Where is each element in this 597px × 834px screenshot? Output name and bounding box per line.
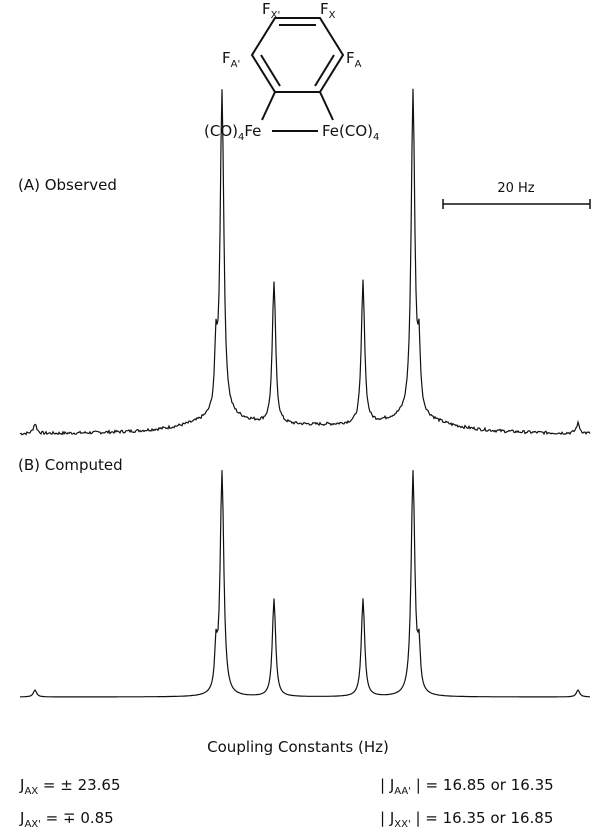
t: 4 [238, 132, 244, 143]
t: 4 [373, 132, 379, 143]
fe-label: Fe(CO)4 [322, 122, 379, 143]
t: J [19, 776, 24, 794]
spectrum-computed [20, 470, 591, 698]
spectrum-label: (A) Observed [18, 176, 117, 194]
t: | = 16.35 or 16.85 [411, 809, 554, 827]
t: X [329, 10, 336, 21]
constant: | JXX' | = 16.35 or 16.85 [380, 809, 553, 830]
scale-label: 20 Hz [497, 181, 534, 196]
double-bond [260, 54, 281, 87]
t: Fe(CO) [322, 122, 373, 140]
structure [250, 17, 345, 132]
t: AX [24, 786, 38, 797]
t: F [320, 0, 329, 18]
t: F [262, 0, 271, 18]
bond [319, 91, 334, 121]
constant: JAX = ± 23.65 [19, 776, 121, 797]
t: | J [380, 809, 394, 827]
f-label: FA [346, 49, 362, 70]
constant: | JAA' | = 16.85 or 16.35 [380, 776, 554, 797]
t: | = 16.85 or 16.35 [411, 776, 554, 794]
t: = ∓ 0.85 [41, 809, 114, 827]
spectrum-label: (B) Computed [18, 456, 123, 474]
constants-title: Coupling Constants (Hz) [207, 738, 389, 756]
t: A [355, 59, 362, 70]
t: A' [231, 59, 241, 70]
t: AA' [394, 786, 411, 797]
constant: JAX' = ∓ 0.85 [19, 809, 114, 830]
t: AX' [24, 819, 40, 830]
t: | J [380, 776, 394, 794]
f-label: FX [320, 0, 336, 21]
fe-label: (CO)4Fe [204, 122, 261, 143]
double-bond [314, 54, 335, 87]
t: Fe [244, 122, 261, 140]
spectrum-observed [19, 88, 591, 436]
ring [250, 17, 345, 93]
t: = ± 23.65 [38, 776, 120, 794]
f-label: FA' [222, 49, 240, 70]
t: F [346, 49, 355, 67]
bond [261, 91, 276, 121]
t: XX' [394, 819, 410, 830]
t: F [222, 49, 231, 67]
t: J [19, 809, 24, 827]
t: X' [271, 10, 281, 21]
f-label: FX' [262, 0, 280, 21]
